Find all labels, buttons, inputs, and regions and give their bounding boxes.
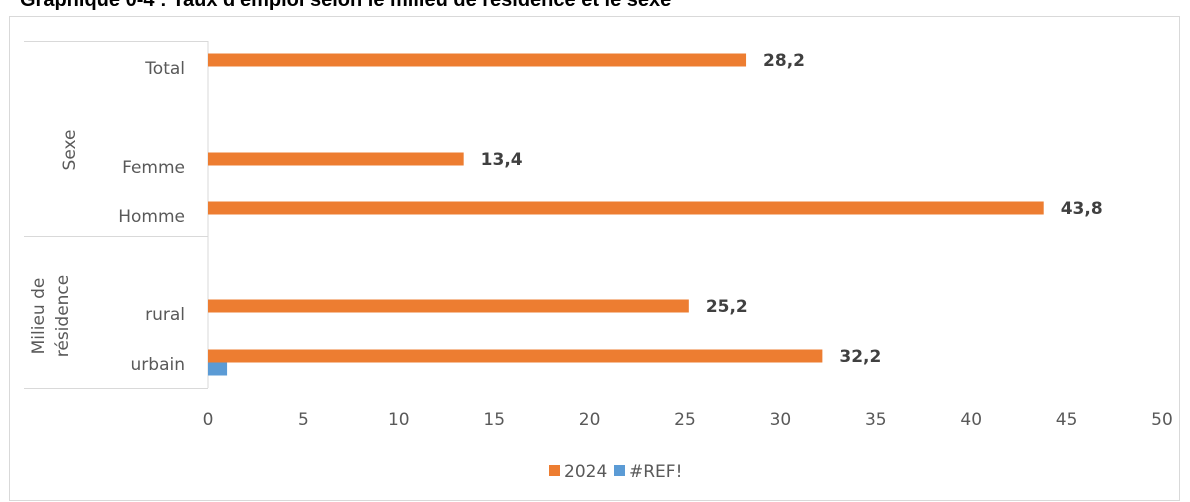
data-label-homme: 43,8	[1061, 199, 1103, 219]
bar-2024-urbain	[208, 349, 823, 363]
category-label-rural: rural	[145, 305, 185, 325]
x-tick-40: 40	[960, 410, 982, 430]
group-label-milieu-de-residence: Milieu de résidence	[29, 275, 73, 358]
data-label-urbain: 32,2	[839, 347, 881, 367]
category-label-femme: Femme	[122, 158, 185, 178]
x-tick-10: 10	[388, 410, 410, 430]
chart-border	[9, 16, 1180, 501]
group-label-sexe: Sexe	[60, 130, 80, 171]
x-tick-45: 45	[1056, 410, 1078, 430]
category-label-urbain: urbain	[131, 355, 185, 375]
data-label-rural: 25,2	[706, 297, 748, 317]
legend-swatch-ref	[614, 465, 625, 476]
category-label-homme: Homme	[118, 207, 185, 227]
legend-label-ref: #REF!	[629, 462, 682, 482]
x-tick-20: 20	[579, 410, 601, 430]
data-label-total: 28,2	[763, 51, 805, 71]
x-tick-50: 50	[1151, 410, 1173, 430]
x-tick-30: 30	[770, 410, 792, 430]
legend-label-2024: 2024	[564, 462, 607, 482]
x-tick-15: 15	[483, 410, 505, 430]
bar-ref-urbain	[208, 362, 228, 376]
bar-2024-homme	[208, 201, 1044, 215]
data-label-femme: 13,4	[481, 150, 523, 170]
bar-2024-rural	[208, 299, 689, 313]
category-label-total: Total	[144, 59, 185, 79]
bar-2024-femme	[208, 152, 464, 166]
x-tick-35: 35	[865, 410, 887, 430]
x-tick-0: 0	[203, 410, 214, 430]
x-tick-5: 5	[298, 410, 309, 430]
page-title: Graphique 0-4 : Taux d'emploi selon le m…	[20, 0, 672, 11]
x-tick-25: 25	[674, 410, 696, 430]
legend-swatch-2024	[549, 465, 560, 476]
bar-2024-total	[208, 53, 747, 67]
